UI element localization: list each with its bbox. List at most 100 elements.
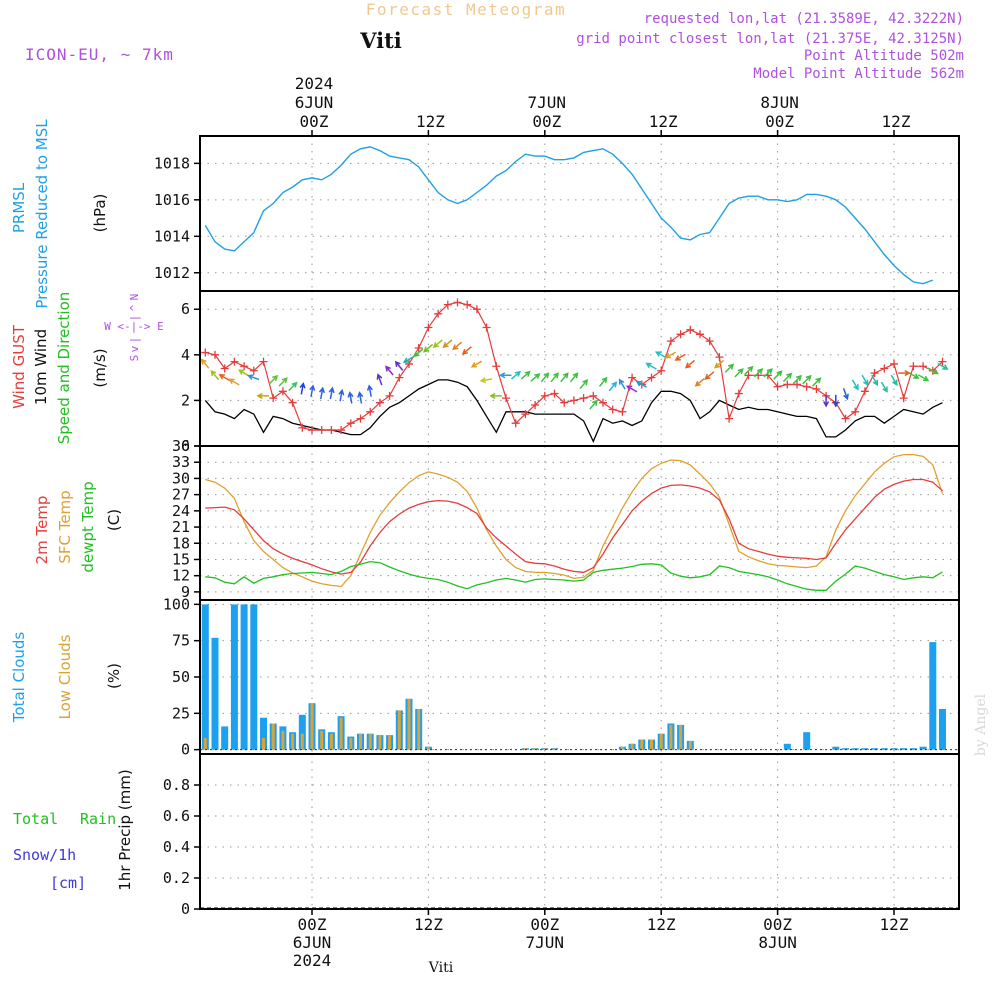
wind-direction-arrow bbox=[520, 370, 531, 380]
gust-marker bbox=[938, 357, 947, 366]
wind-speed-line bbox=[204, 379, 943, 443]
wind-unit: (m/s) bbox=[91, 348, 109, 387]
gust-marker bbox=[880, 364, 889, 373]
wind-direction-arrow bbox=[560, 372, 569, 383]
gust-marker bbox=[540, 391, 549, 400]
wind-direction-arrow bbox=[347, 391, 354, 404]
low-cloud-bar bbox=[688, 740, 692, 750]
gust-marker bbox=[472, 305, 481, 314]
gust-marker bbox=[550, 389, 559, 398]
y-tick-label: 0.2 bbox=[163, 869, 190, 887]
wind-direction-arrow bbox=[309, 384, 316, 397]
panel-wind-frame: 0 2 4 6 bbox=[181, 291, 959, 455]
low-cloud-bar bbox=[640, 739, 644, 750]
compass-bar-4: v bbox=[128, 345, 141, 352]
wind-direction-arrow bbox=[210, 369, 220, 381]
low-cloud-bar bbox=[543, 748, 547, 750]
low-cloud-bar bbox=[339, 717, 343, 750]
low-cloud-bar bbox=[417, 709, 421, 750]
gust-marker bbox=[220, 364, 229, 373]
wind-direction-arrow bbox=[763, 368, 773, 378]
wind10m-label: 10m Wind bbox=[32, 329, 50, 405]
wind-direction-arrow bbox=[851, 379, 859, 391]
low-cloud-bar bbox=[300, 733, 304, 750]
temp-unit: (C) bbox=[105, 509, 123, 531]
wind-direction-arrow bbox=[288, 381, 298, 392]
y-tick-label: 0.4 bbox=[163, 838, 190, 856]
time-label-top: 6JUN bbox=[295, 93, 334, 112]
model-label: ICON-EU, ~ 7km bbox=[25, 45, 174, 64]
low-cloud-bar bbox=[281, 730, 285, 750]
y-tick-label: 0 bbox=[181, 741, 190, 759]
time-label-bottom: 8JUN bbox=[758, 933, 797, 952]
wind-direction-arrow bbox=[442, 339, 453, 349]
y-tick-label: 21 bbox=[172, 518, 190, 536]
total-cloud-bar bbox=[783, 743, 791, 750]
gust-marker bbox=[288, 398, 297, 407]
gust-marker bbox=[899, 394, 908, 403]
wind-direction-arrow bbox=[402, 355, 415, 363]
low-cloud-bar bbox=[310, 703, 314, 750]
wind-direction-arrow bbox=[618, 378, 626, 390]
wind-direction-arrow bbox=[832, 394, 839, 408]
low-cloud-bar bbox=[271, 723, 275, 750]
time-label-bottom: 00Z bbox=[530, 915, 559, 934]
time-label-top: 12Z bbox=[649, 112, 678, 131]
gust-marker bbox=[521, 410, 530, 419]
gust-marker bbox=[511, 419, 520, 428]
total-label: Total bbox=[13, 810, 58, 828]
total-cloud-bar bbox=[230, 604, 238, 750]
time-label-bottom: 2024 bbox=[293, 951, 332, 970]
wind-direction-arrow bbox=[823, 394, 830, 408]
low-cloud-bar bbox=[533, 748, 537, 750]
wind-direction-arrow bbox=[470, 360, 483, 368]
low-cloud-bar bbox=[329, 733, 333, 750]
low-cloud-bar bbox=[397, 710, 401, 750]
total-cloud-bar bbox=[240, 604, 248, 750]
total-cloud-bar bbox=[890, 748, 898, 750]
total-cloud-bar bbox=[298, 714, 306, 750]
total-cloud-bar bbox=[803, 732, 811, 750]
gust-marker bbox=[366, 407, 375, 416]
wind-direction-arrow bbox=[625, 385, 638, 393]
y-tick-label: 100 bbox=[163, 595, 190, 613]
dewpoint-line bbox=[205, 560, 943, 591]
gust-marker bbox=[608, 405, 617, 414]
wind-direction-arrow bbox=[773, 370, 783, 380]
snow-label: Snow/1h bbox=[13, 846, 76, 864]
low-cloud-bar bbox=[523, 748, 527, 750]
gust-marker bbox=[715, 353, 724, 362]
compass-bar-2: | bbox=[128, 315, 141, 322]
low-cloud-bar bbox=[659, 733, 663, 750]
gust-marker bbox=[841, 414, 850, 423]
low-cloud-bar bbox=[203, 738, 207, 750]
sfc-temp-line bbox=[205, 453, 944, 588]
gust-marker bbox=[676, 330, 685, 339]
low-cloud-bar bbox=[368, 733, 372, 750]
gust-marker bbox=[443, 300, 452, 309]
gust-marker bbox=[618, 407, 627, 416]
total-cloud-bar bbox=[919, 746, 927, 750]
y-tick-label: 9 bbox=[181, 583, 190, 601]
time-label-top: 00Z bbox=[765, 112, 794, 131]
gust-marker bbox=[502, 394, 510, 403]
cloud-panel-labels: Total Clouds Low Clouds (%) bbox=[10, 632, 123, 724]
wind-direction-arrow bbox=[842, 388, 849, 401]
low-cloud-bar bbox=[620, 746, 624, 750]
gust-marker bbox=[211, 350, 219, 359]
low-cloud-bar bbox=[262, 738, 265, 750]
wind-direction-arrow bbox=[724, 363, 735, 373]
gust-marker bbox=[725, 414, 734, 423]
y-tick-label: 1014 bbox=[154, 227, 190, 245]
gust-marker bbox=[909, 362, 918, 371]
wind-direction-arrow bbox=[550, 372, 559, 383]
gust-marker bbox=[589, 391, 598, 400]
low-cloud-bar bbox=[349, 738, 353, 750]
wind-direction-arrow bbox=[268, 374, 279, 385]
wind-panel-labels: Wind GUST 10m Wind Speed and Direction (… bbox=[10, 292, 164, 445]
gust-marker bbox=[773, 382, 782, 391]
wind-direction-arrow bbox=[237, 369, 250, 377]
wind-direction-arrow bbox=[684, 359, 695, 369]
